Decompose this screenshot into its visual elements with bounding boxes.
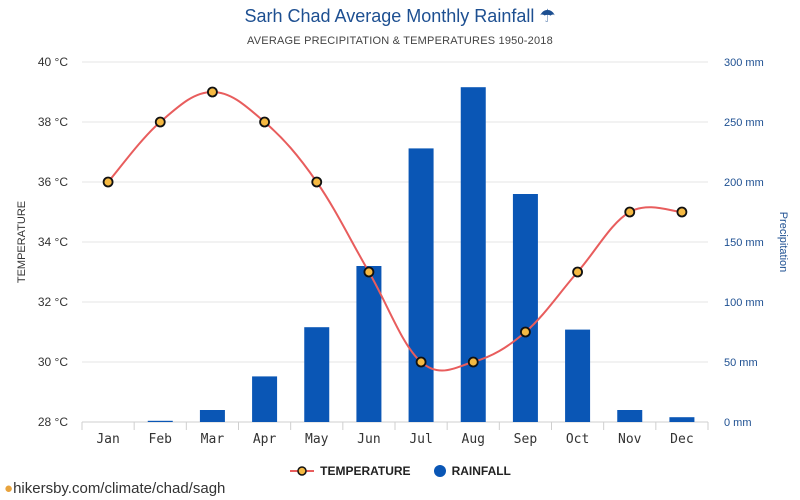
rainfall-bar (356, 266, 382, 422)
legend: TEMPERATURE RAINFALL (0, 464, 800, 478)
rainfall-bar (304, 327, 330, 422)
right-tick-label: 300 mm (724, 57, 764, 69)
rainfall-bar (669, 417, 695, 422)
right-tick-label: 250 mm (724, 117, 764, 129)
source-link[interactable]: ●hikersby.com/climate/chad/sagh (4, 480, 225, 497)
map-pin-icon: ● (4, 480, 14, 497)
rainfall-bar (252, 376, 278, 422)
temperature-point (624, 206, 636, 218)
temperature-point (467, 356, 479, 368)
x-tick-label: Aug (462, 432, 485, 447)
temperature-point (676, 206, 688, 218)
umbrella-icon: ☂ (539, 6, 556, 26)
x-tick-label: Jul (409, 432, 432, 447)
y-axis-title-left: TEMPERATURE (16, 201, 28, 283)
right-tick-label: 200 mm (724, 177, 764, 189)
temperature-line (107, 90, 682, 372)
x-tick-label: Apr (253, 432, 277, 447)
x-tick-label: Oct (566, 432, 589, 447)
x-tick-label: Jun (357, 432, 380, 447)
rainfall-bar (512, 194, 538, 422)
rainfall-bar (408, 148, 434, 422)
x-tick-label: Nov (618, 432, 642, 447)
rainfall-bar (147, 420, 173, 422)
temperature-point (102, 176, 114, 188)
rainfall-bar (460, 87, 486, 422)
temperature-point (311, 176, 323, 188)
temperature-point (520, 326, 531, 338)
right-tick-label: 0 mm (724, 417, 752, 429)
legend-label-temperature: TEMPERATURE (320, 464, 411, 478)
legend-label-rainfall: RAINFALL (451, 464, 511, 478)
left-tick-label: 32 °C (38, 295, 68, 309)
source-url: hikersby.com/climate/chad/sagh (13, 480, 226, 497)
temperature-point (259, 116, 270, 128)
temperature-point (207, 86, 218, 98)
x-tick-label: May (305, 432, 329, 447)
x-tick-label: Mar (201, 432, 225, 447)
left-tick-label: 30 °C (38, 355, 68, 369)
y-axis-title-right: Precipitation (777, 212, 789, 273)
x-tick-label: Dec (670, 432, 693, 447)
left-tick-label: 34 °C (38, 235, 68, 249)
temperature-point (363, 266, 375, 278)
temperature-point (415, 356, 427, 368)
legend-item-temperature[interactable]: TEMPERATURE (289, 464, 411, 478)
rainfall-bar (565, 329, 591, 422)
right-tick-label: 100 mm (724, 297, 764, 309)
right-tick-label: 50 mm (724, 357, 758, 369)
temperature-point (572, 266, 583, 278)
chart-title-text: Sarh Chad Average Monthly Rainfall (244, 6, 535, 26)
x-tick-label: Sep (514, 432, 538, 447)
left-tick-label: 40 °C (38, 55, 68, 69)
chart-title: Sarh Chad Average Monthly Rainfall ☂ (0, 6, 800, 27)
left-tick-label: 28 °C (38, 415, 68, 429)
rainfall-bar (199, 410, 225, 422)
x-tick-label: Feb (149, 432, 173, 447)
chart-subtitle: AVERAGE PRECIPITATION & TEMPERATURES 195… (247, 35, 553, 47)
legend-item-rainfall[interactable]: RAINFALL (433, 464, 511, 478)
temperature-legend-marker (290, 466, 315, 476)
right-tick-label: 150 mm (724, 237, 764, 249)
rainfall-bar (617, 410, 643, 422)
x-tick-label: Jan (96, 432, 119, 447)
left-tick-label: 38 °C (38, 115, 68, 129)
rainfall-legend-marker (433, 465, 446, 477)
temperature-point (154, 116, 166, 128)
left-tick-label: 36 °C (38, 175, 68, 189)
